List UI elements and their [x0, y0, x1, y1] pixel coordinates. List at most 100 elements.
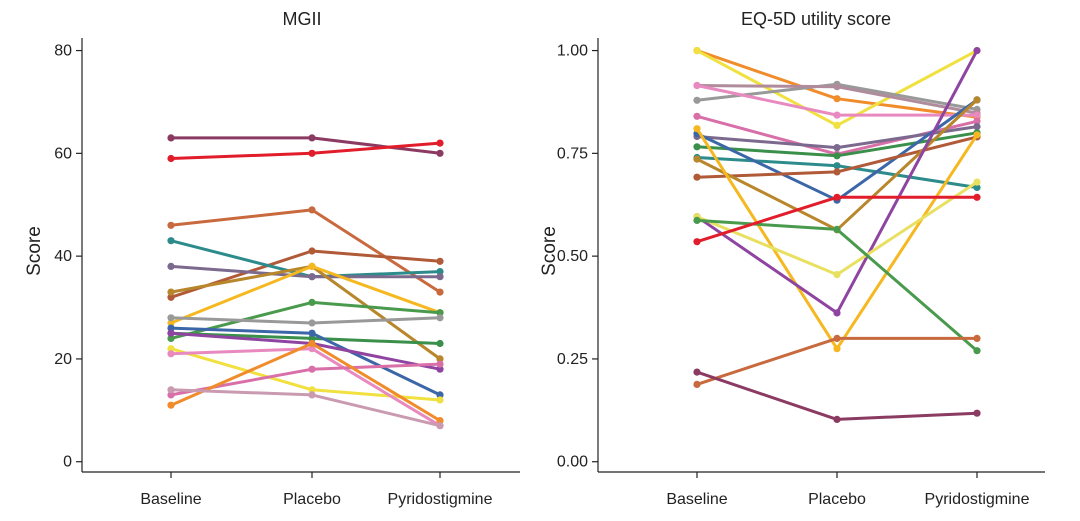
data-point [833, 95, 841, 103]
data-point [973, 178, 981, 186]
series-18 [167, 386, 444, 430]
y-tick-label: 40 [54, 248, 72, 265]
data-point [973, 123, 981, 131]
x-tick-label-baseline: Baseline [140, 491, 201, 508]
y-tick-label: 20 [54, 351, 72, 368]
mgii-panel: MGII Score 0 20 40 60 80 Baseline Placebo Pyridos… [24, 9, 520, 508]
data-point [693, 47, 701, 55]
data-point [436, 396, 444, 404]
series-line [695, 370, 979, 421]
data-point [693, 368, 701, 376]
series-5 [693, 81, 981, 119]
data-point [693, 155, 701, 163]
data-point [167, 221, 175, 229]
series-line [169, 141, 442, 160]
data-point [973, 96, 981, 104]
data-point [973, 347, 981, 355]
data-point [436, 288, 444, 296]
data-point [167, 345, 175, 353]
series-6 [167, 262, 444, 281]
series-line [695, 218, 979, 353]
series-13 [693, 125, 981, 353]
data-point [167, 262, 175, 270]
series-16 [167, 360, 444, 399]
data-point [308, 298, 316, 306]
data-point [436, 314, 444, 322]
data-point [973, 334, 981, 342]
data-point [973, 193, 981, 201]
data-point [308, 319, 316, 327]
data-point [308, 206, 316, 214]
data-point [167, 288, 175, 296]
y-axis-label: Score [24, 226, 45, 276]
y-tick-label: 0.75 [557, 145, 588, 162]
data-point [693, 143, 701, 151]
data-point [973, 117, 981, 125]
series-10 [167, 314, 444, 327]
data-point [308, 334, 316, 342]
data-point [833, 415, 841, 423]
y-tick-label: 1.00 [557, 43, 588, 60]
data-point [833, 144, 841, 152]
data-point [833, 152, 841, 160]
data-point [693, 216, 701, 224]
data-point [167, 237, 175, 245]
data-point [693, 96, 701, 104]
data-point [167, 154, 175, 163]
data-point [436, 417, 444, 425]
y-tick-label: 0.25 [557, 351, 588, 368]
data-point [833, 334, 841, 342]
data-point [436, 273, 444, 281]
data-point [833, 83, 841, 91]
y-tick-label: 80 [54, 43, 72, 60]
series-line [169, 342, 442, 423]
x-tick-label-baseline: Baseline [666, 491, 727, 508]
data-point [833, 309, 841, 317]
data-point [167, 329, 175, 337]
data-point [436, 422, 444, 430]
data-point [693, 125, 701, 133]
series-2 [167, 139, 444, 163]
data-point [973, 47, 981, 55]
data-point [693, 112, 701, 120]
series-17 [693, 193, 981, 246]
chart-title: MGII [283, 9, 322, 29]
data-point [167, 401, 175, 409]
series-19 [693, 368, 981, 423]
data-point [436, 268, 444, 276]
data-point [167, 134, 175, 142]
data-point [308, 339, 316, 348]
data-point [833, 193, 841, 201]
data-point [436, 257, 444, 265]
series-17 [167, 339, 444, 425]
data-point [436, 139, 444, 147]
data-point [693, 173, 701, 181]
data-point [436, 355, 444, 363]
series-line [169, 316, 442, 325]
data-point [308, 273, 316, 281]
data-point [308, 365, 316, 373]
data-point [167, 324, 175, 332]
y-tick-label: 0 [63, 454, 72, 471]
data-point [973, 183, 981, 192]
x-tick-label-placebo: Placebo [283, 491, 341, 508]
data-point [167, 319, 175, 327]
data-point [833, 271, 841, 279]
series-18 [693, 334, 981, 388]
y-tick-label: 0.50 [557, 248, 588, 265]
data-point [167, 391, 175, 399]
series-12 [167, 324, 444, 399]
data-point [167, 293, 175, 301]
y-tick-label: 0.00 [557, 454, 588, 471]
data-point [308, 149, 316, 157]
series-4 [167, 247, 444, 301]
data-point [308, 386, 316, 394]
data-point [436, 365, 444, 373]
series-1 [167, 134, 444, 157]
data-point [833, 111, 841, 119]
data-point [833, 168, 841, 176]
chart-title: EQ-5D utility score [741, 9, 891, 29]
data-point [308, 345, 316, 353]
x-tick-label-placebo: Placebo [808, 491, 866, 508]
